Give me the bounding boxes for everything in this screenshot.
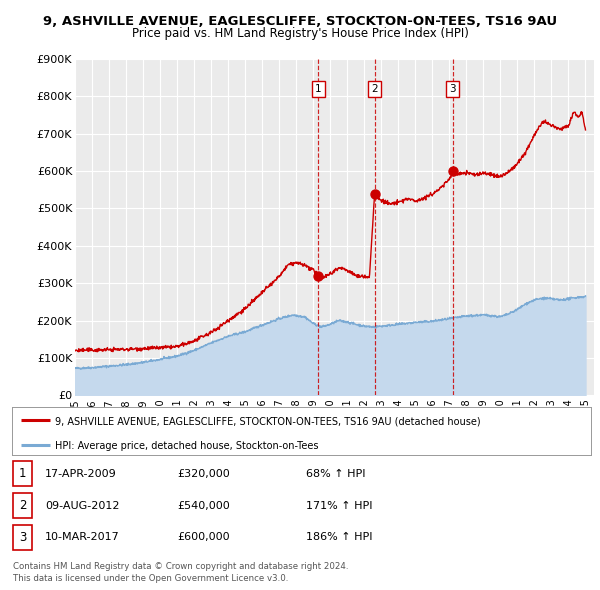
Text: £600,000: £600,000 bbox=[177, 533, 230, 542]
Text: 2: 2 bbox=[19, 499, 26, 512]
Text: 68% ↑ HPI: 68% ↑ HPI bbox=[306, 469, 365, 478]
Text: 186% ↑ HPI: 186% ↑ HPI bbox=[306, 533, 373, 542]
Text: 17-APR-2009: 17-APR-2009 bbox=[45, 469, 117, 478]
Text: £540,000: £540,000 bbox=[177, 501, 230, 510]
Text: 10-MAR-2017: 10-MAR-2017 bbox=[45, 533, 120, 542]
Text: 171% ↑ HPI: 171% ↑ HPI bbox=[306, 501, 373, 510]
Text: 1: 1 bbox=[315, 84, 322, 94]
Text: HPI: Average price, detached house, Stockton-on-Tees: HPI: Average price, detached house, Stoc… bbox=[55, 441, 319, 451]
Text: 9, ASHVILLE AVENUE, EAGLESCLIFFE, STOCKTON-ON-TEES, TS16 9AU (detached house): 9, ASHVILLE AVENUE, EAGLESCLIFFE, STOCKT… bbox=[55, 416, 481, 426]
Text: £320,000: £320,000 bbox=[177, 469, 230, 478]
Text: 2: 2 bbox=[371, 84, 378, 94]
Text: This data is licensed under the Open Government Licence v3.0.: This data is licensed under the Open Gov… bbox=[13, 574, 289, 583]
Text: 09-AUG-2012: 09-AUG-2012 bbox=[45, 501, 119, 510]
Text: Contains HM Land Registry data © Crown copyright and database right 2024.: Contains HM Land Registry data © Crown c… bbox=[13, 562, 349, 571]
Text: 3: 3 bbox=[449, 84, 456, 94]
Text: Price paid vs. HM Land Registry's House Price Index (HPI): Price paid vs. HM Land Registry's House … bbox=[131, 27, 469, 40]
Text: 9, ASHVILLE AVENUE, EAGLESCLIFFE, STOCKTON-ON-TEES, TS16 9AU: 9, ASHVILLE AVENUE, EAGLESCLIFFE, STOCKT… bbox=[43, 15, 557, 28]
Text: 3: 3 bbox=[19, 531, 26, 544]
Text: 1: 1 bbox=[19, 467, 26, 480]
